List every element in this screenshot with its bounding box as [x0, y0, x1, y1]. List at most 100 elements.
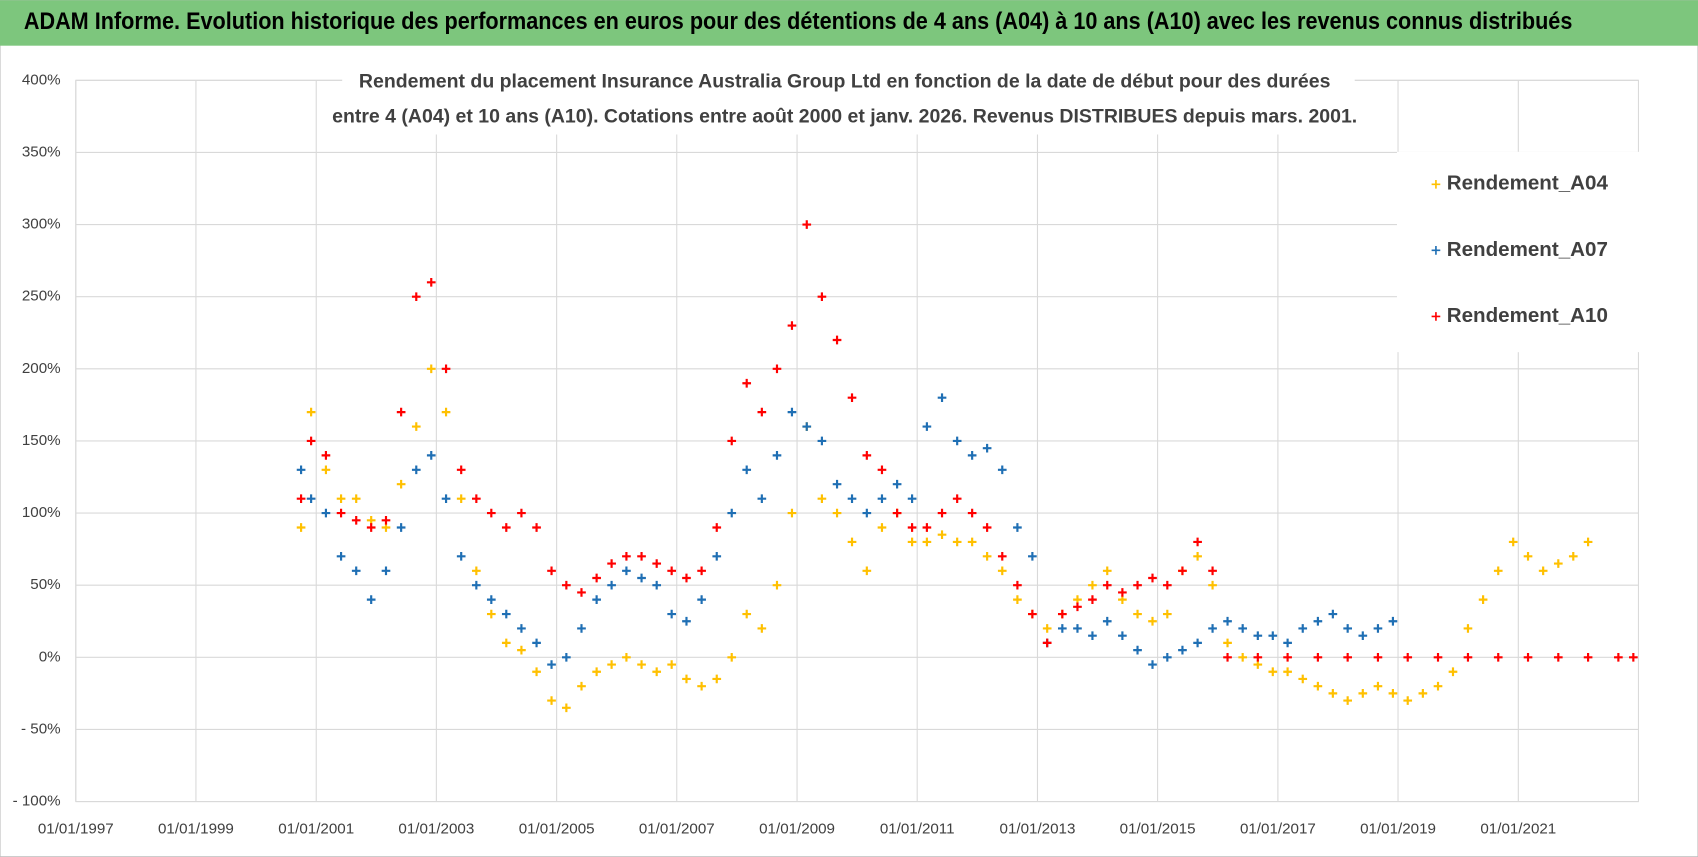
point: [1343, 624, 1353, 633]
point: [907, 523, 917, 532]
point: [862, 451, 872, 460]
point: [396, 523, 406, 532]
point: [1373, 624, 1383, 633]
point: [637, 660, 646, 669]
point: [1463, 624, 1473, 633]
point: [532, 667, 541, 677]
point: [862, 508, 872, 518]
point: [922, 523, 932, 532]
point: [772, 364, 782, 374]
point: [351, 494, 361, 503]
header-title: ADAM Informe. Evolution historique des p…: [24, 8, 1573, 35]
point: [1148, 660, 1157, 669]
point: [622, 566, 631, 576]
point: [1478, 595, 1488, 604]
point: [1493, 652, 1503, 662]
point: [577, 681, 586, 691]
point: [1223, 652, 1232, 662]
point: [472, 580, 481, 590]
point: [1553, 652, 1563, 662]
point: [1223, 616, 1232, 626]
point: [296, 465, 306, 475]
point: [847, 494, 857, 503]
point: [351, 566, 361, 576]
y-tick-label: 100%: [22, 504, 61, 521]
point: [1629, 652, 1638, 662]
point: [967, 451, 977, 460]
point: [321, 451, 331, 460]
point: [1133, 580, 1142, 590]
point: [877, 494, 887, 503]
point: [997, 465, 1007, 475]
point: [1162, 580, 1172, 590]
point: [1553, 559, 1563, 568]
point: [892, 479, 902, 489]
x-tick-label: 01/01/1997: [38, 821, 114, 838]
point: [832, 508, 842, 518]
point: [547, 660, 556, 669]
point: [411, 465, 421, 475]
point: [1028, 609, 1037, 619]
point: [787, 407, 797, 417]
legend-marker: [1431, 312, 1441, 321]
point: [1208, 566, 1217, 576]
point: [321, 508, 331, 518]
point: [1448, 667, 1458, 677]
point: [562, 703, 571, 713]
y-tick-label: 0%: [39, 648, 61, 665]
point: [937, 530, 947, 540]
point: [1088, 631, 1097, 641]
point: [982, 443, 992, 453]
point: [296, 494, 306, 503]
point: [1178, 566, 1187, 576]
point: [817, 494, 827, 503]
point: [336, 494, 346, 503]
y-tick-label: 300%: [22, 216, 61, 233]
point: [1178, 645, 1187, 655]
point: [486, 508, 496, 518]
point: [532, 638, 541, 648]
point: [501, 638, 511, 648]
point: [952, 494, 962, 503]
point: [306, 407, 316, 417]
point: [1493, 566, 1503, 576]
point: [727, 436, 737, 446]
point: [727, 652, 737, 662]
point: [1523, 652, 1533, 662]
point: [1088, 580, 1097, 590]
point: [1313, 652, 1323, 662]
point: [1328, 689, 1338, 698]
x-tick-label: 01/01/2001: [278, 821, 354, 838]
x-tick-label: 01/01/2019: [1360, 821, 1436, 838]
point: [1253, 631, 1263, 641]
point: [1358, 631, 1368, 641]
point: [426, 451, 436, 460]
point: [1133, 645, 1142, 655]
point: [456, 552, 466, 561]
point: [607, 660, 616, 669]
point: [952, 537, 962, 547]
point: [1102, 580, 1112, 590]
point: [682, 573, 691, 583]
point: [1057, 624, 1067, 633]
point: [366, 523, 376, 532]
point: [1042, 638, 1052, 648]
point: [817, 436, 827, 446]
point: [532, 523, 541, 532]
point: [501, 523, 511, 532]
point: [1193, 552, 1202, 561]
point: [1283, 667, 1292, 677]
point: [862, 566, 872, 576]
point: [1013, 523, 1022, 532]
point: [922, 537, 932, 547]
x-tick-label: 01/01/2011: [880, 821, 955, 838]
x-tick-label: 01/01/2021: [1480, 821, 1556, 838]
legend-bg: [1396, 151, 1641, 353]
point: [1208, 624, 1217, 633]
point: [1298, 624, 1308, 633]
point: [296, 523, 306, 532]
point: [441, 494, 451, 503]
point: [712, 552, 722, 561]
point: [592, 573, 601, 583]
point: [937, 393, 947, 403]
